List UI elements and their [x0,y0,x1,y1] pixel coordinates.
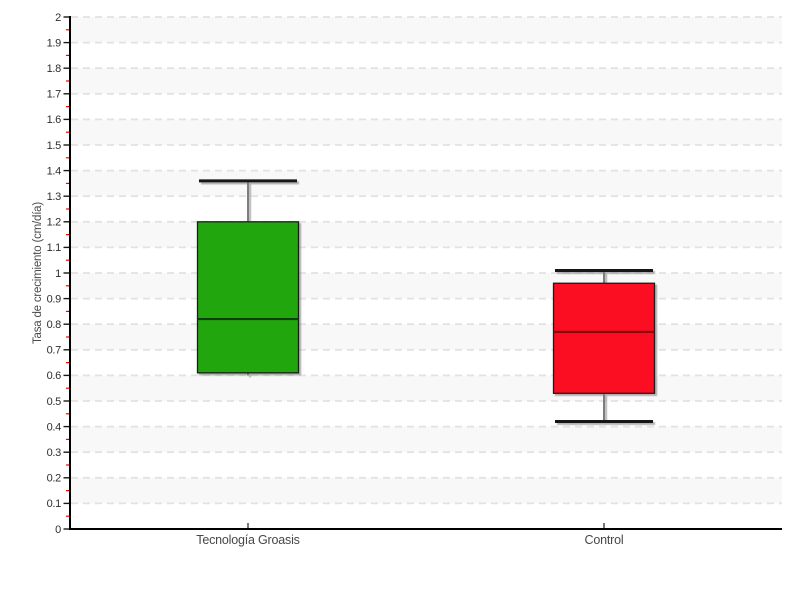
plot-band [71,273,782,299]
y-tick-label: 0.2 [47,473,62,485]
y-tick-label: 0.1 [47,498,62,510]
y-tick-label: 0.4 [47,421,62,433]
y-tick-label: 0.8 [47,319,62,331]
y-tick-label: 0.3 [47,447,62,459]
y-tick-label: 2 [55,12,61,24]
x-category-label-control: Control [584,533,624,547]
box-tecnologia-groasis[interactable] [196,179,300,376]
y-tick-label: 1.4 [47,165,62,177]
y-tick-label: 0.6 [47,370,62,382]
y-tick-label: 0.7 [47,345,62,357]
y-tick-label: 1 [55,268,61,280]
plot-band [71,426,782,453]
plot-band [71,170,782,197]
y-tick-label: 1.5 [47,140,62,152]
plot-band [71,477,782,504]
y-tick-label: 1.6 [47,114,62,126]
plot-band [71,119,782,145]
y-tick-label: 1.1 [47,242,62,254]
plot-band [71,17,782,43]
box-control[interactable] [552,268,656,423]
y-tick-label: 0.5 [47,396,62,408]
plot-band [71,221,782,248]
plot-band [71,375,782,401]
y-axis-title: Tasa de crecimiento (cm/día) [32,201,44,345]
y-tick-label: 0 [55,524,61,536]
plot-band [71,324,782,350]
iqr-box[interactable] [196,221,300,374]
y-tick-label: 1.9 [47,37,62,49]
y-tick-label: 1.2 [47,217,62,229]
y-tick-label: 0.9 [47,293,62,305]
plot-band [71,68,782,94]
y-tick-label: 1.8 [47,63,62,75]
x-category-label-tecnologia-groasis: Tecnología Groasis [196,533,300,547]
y-tick-label: 1.3 [47,191,62,203]
y-tick-label: 1.7 [47,89,62,101]
iqr-box[interactable] [552,282,656,394]
